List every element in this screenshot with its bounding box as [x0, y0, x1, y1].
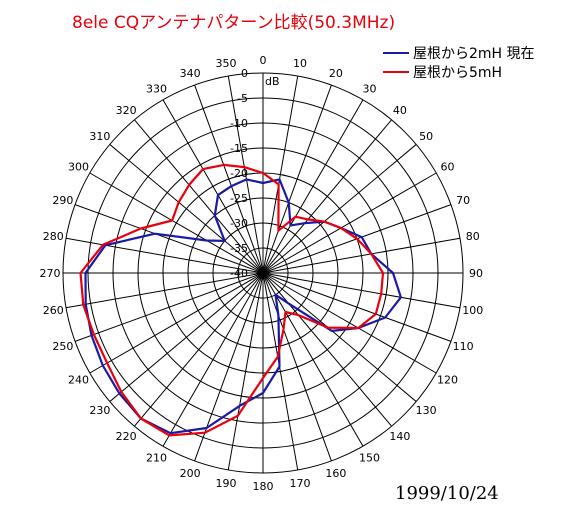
grid-spoke	[262, 272, 332, 462]
legend-swatch-2mh	[383, 51, 409, 54]
grid-spoke	[109, 272, 264, 402]
radial-unit-label: dB	[265, 75, 280, 88]
chart-date: 1999/10/24	[395, 483, 499, 504]
angle-tick-label: 340	[180, 67, 201, 80]
radial-tick-label: -35	[230, 242, 248, 255]
grid-spoke	[162, 99, 264, 274]
angle-tick-label: 80	[466, 230, 480, 243]
radial-tick-label: -10	[230, 117, 248, 130]
angle-tick-label: 350	[216, 57, 237, 70]
series-line-5mh	[79, 163, 385, 437]
grid-spoke	[262, 99, 364, 274]
angle-tick-label: 230	[89, 404, 110, 417]
grid-spoke	[262, 272, 452, 342]
angle-tick-label: 200	[180, 467, 201, 480]
radial-tick-label: -15	[230, 142, 248, 155]
grid-spoke	[262, 237, 461, 274]
angle-tick-label: 70	[456, 194, 470, 207]
legend: 屋根から2mH 現在 屋根から5mH	[383, 43, 535, 81]
angle-tick-label: 150	[359, 451, 380, 464]
grid-spoke	[74, 204, 264, 274]
grid-spoke	[194, 272, 264, 462]
chart-title: 8ele CQアンテナパターン比較(50.3MHz)	[72, 13, 396, 33]
angle-tick-label: 280	[43, 230, 64, 243]
grid-spoke	[262, 272, 417, 402]
grid-spoke	[194, 84, 264, 274]
angle-tick-label: 260	[43, 304, 64, 317]
grid-spoke	[134, 119, 264, 274]
angle-tick-label: 140	[389, 430, 410, 443]
radial-tick-label: -20	[230, 167, 248, 180]
grid-spoke	[262, 84, 332, 274]
grid-spoke	[162, 272, 264, 447]
angle-tick-label: 90	[469, 267, 483, 280]
legend-label-2mh: 屋根から2mH 現在	[413, 45, 535, 62]
radial-tick-label: 0	[241, 67, 248, 80]
angle-tick-label: 310	[89, 130, 110, 143]
grid-spoke	[109, 144, 264, 274]
angle-tick-label: 210	[146, 451, 167, 464]
angle-tick-label: 320	[116, 104, 137, 117]
angle-tick-label: 60	[440, 161, 454, 174]
grid-spoke	[262, 272, 364, 447]
angle-tick-label: 40	[393, 104, 407, 117]
grid-spoke	[134, 272, 264, 427]
angle-tick-label: 10	[293, 57, 307, 70]
grid-spoke	[65, 272, 264, 309]
radial-tick-labels: 0 -5 -10 -15 -20 -25 -30 -35 -40 dB	[230, 67, 280, 280]
grid-spoke	[262, 272, 299, 471]
angle-tick-label: 130	[416, 404, 437, 417]
angle-tick-label: 180	[253, 480, 274, 493]
radial-tick-label: -5	[237, 92, 248, 105]
angle-tick-label: 220	[116, 430, 137, 443]
angle-tick-label: 50	[419, 130, 433, 143]
legend-entry-2mh: 屋根から2mH 現在	[383, 43, 535, 62]
radial-tick-label: -40	[230, 267, 248, 280]
angle-tick-label: 110	[453, 340, 474, 353]
angle-tick-label: 20	[329, 67, 343, 80]
grid-spoke	[74, 272, 264, 342]
grid-spoke	[262, 75, 299, 274]
radial-tick-label: -25	[230, 192, 248, 205]
radial-tick-label: -30	[230, 217, 248, 230]
angle-tick-label: 30	[363, 83, 377, 96]
grid-spoke	[227, 75, 264, 274]
angle-tick-label: 330	[146, 83, 167, 96]
legend-label-5mh: 屋根から5mH	[413, 64, 503, 81]
grid-spoke	[262, 144, 417, 274]
angle-tick-label: 270	[40, 267, 61, 280]
angle-tick-labels: 0 10 20 30 40 50 60 70 80 90 100 110 120 130 140 150 160…	[40, 54, 484, 493]
legend-swatch-5mh	[383, 70, 409, 73]
angle-tick-label: 240	[68, 374, 89, 387]
grid-spoke	[262, 272, 392, 427]
series-layer	[79, 163, 402, 437]
angle-tick-label: 160	[325, 467, 346, 480]
angle-tick-label: 290	[52, 194, 73, 207]
grid-spoke	[262, 272, 437, 374]
grid-spoke	[89, 272, 264, 374]
grid-spoke	[65, 237, 264, 274]
angle-tick-label: 0	[260, 54, 267, 67]
grid-spoke	[262, 172, 437, 274]
angle-tick-label: 300	[68, 161, 89, 174]
grid-spoke	[262, 119, 392, 274]
angle-tick-label: 250	[52, 340, 73, 353]
grid-spoke	[227, 272, 264, 471]
legend-entry-5mh: 屋根から5mH	[383, 62, 535, 81]
angle-tick-label: 120	[437, 374, 458, 387]
grid-spoke	[89, 172, 264, 274]
grid-spoke	[262, 272, 461, 309]
angle-tick-label: 100	[462, 304, 483, 317]
angle-tick-label: 170	[289, 477, 310, 490]
polar-grid	[62, 72, 464, 474]
angle-tick-label: 190	[216, 477, 237, 490]
